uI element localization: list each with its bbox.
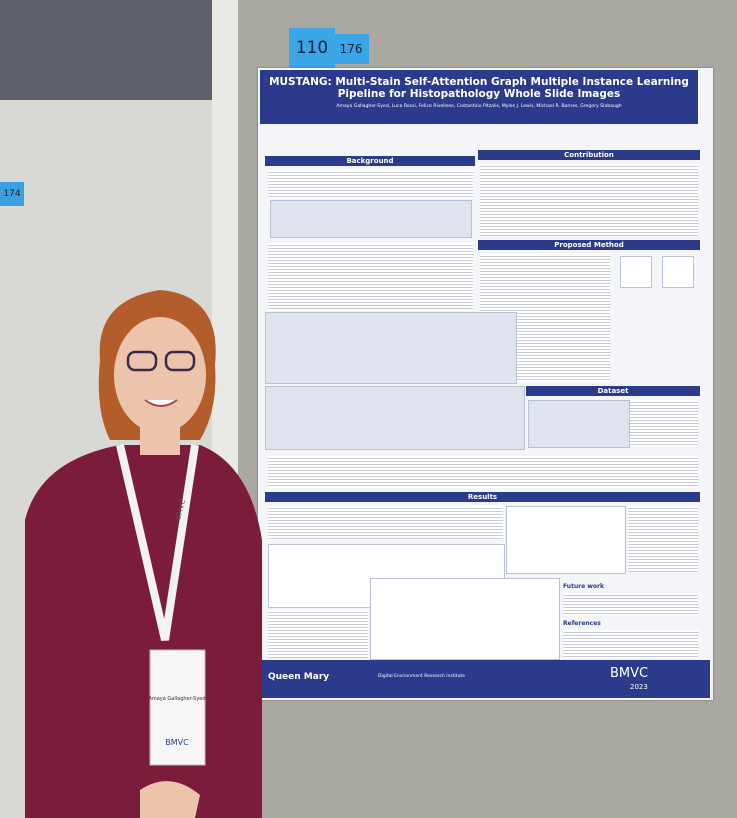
text-block	[268, 170, 473, 198]
poster: MUSTANG: Multi-Stain Self-Attention Grap…	[258, 68, 713, 700]
subsection-heading: Future work	[563, 583, 604, 590]
sweater	[25, 445, 262, 818]
section-heading: Dataset	[526, 386, 700, 396]
text-block	[630, 400, 698, 446]
board-number: 176	[333, 34, 369, 64]
poster-header: MUSTANG: Multi-Stain Self-Attention Grap…	[260, 70, 698, 124]
neck	[140, 420, 180, 455]
section-heading: Proposed Method	[478, 240, 700, 250]
text-block	[480, 164, 698, 236]
poster-footer: Queen Mary Digital Environment Research …	[260, 660, 710, 698]
text-block	[628, 506, 698, 572]
figure	[528, 400, 630, 448]
figure	[270, 200, 472, 238]
subsection-heading: References	[563, 620, 601, 627]
badge	[149, 649, 206, 766]
figure	[506, 506, 626, 574]
text-block	[563, 630, 698, 658]
smile	[144, 399, 178, 407]
text-block	[268, 506, 503, 540]
badge-logo: BMVC	[165, 738, 189, 747]
hands	[140, 781, 200, 818]
section-heading: Background	[265, 156, 475, 166]
text-block	[268, 610, 368, 658]
figure	[265, 312, 517, 384]
footer-logo: 2023	[630, 683, 648, 691]
section-heading: Contribution	[478, 150, 700, 160]
ceiling	[0, 0, 215, 100]
badge-name: Amaya Gallagher-Syed	[148, 696, 205, 702]
poster-authors: Amaya Gallagher-Syed, Luca Rossi, Felice…	[336, 104, 622, 109]
lanyard	[116, 444, 199, 641]
text-block	[563, 593, 698, 615]
text-block	[268, 243, 473, 311]
side-board-number: 174	[0, 182, 24, 206]
text-block	[268, 456, 698, 488]
figure	[370, 578, 560, 660]
footer-logo: Queen Mary	[268, 672, 330, 682]
qr-code	[620, 256, 652, 288]
section-heading: Results	[265, 492, 700, 502]
glasses	[126, 350, 158, 372]
footer-logo: BMVC	[610, 666, 649, 681]
glasses	[164, 350, 196, 372]
face	[114, 317, 206, 433]
footer-logo: Digital Environment Research Institute	[378, 674, 465, 679]
poster-title: Pipeline for Histopathology Whole Slide …	[337, 88, 621, 100]
qr-code	[662, 256, 694, 288]
figure	[265, 386, 525, 450]
poster-title: MUSTANG: Multi-Stain Self-Attention Grap…	[269, 76, 689, 88]
board-number: 110	[289, 28, 335, 68]
